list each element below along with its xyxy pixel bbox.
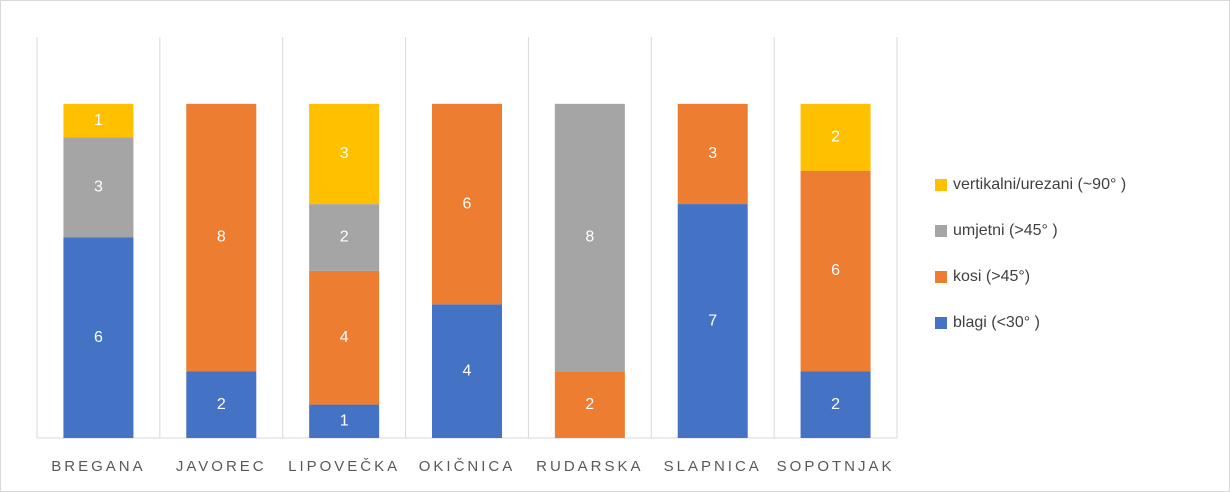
bar-segment	[63, 237, 134, 438]
bar-segment	[800, 371, 871, 438]
x-tick-label: SOPOTNJAK	[777, 458, 895, 475]
legend-swatch	[935, 271, 947, 283]
data-label: 7	[708, 312, 717, 329]
legend-label: blagi (<30° )	[953, 314, 1040, 331]
bar-segment	[309, 404, 380, 438]
bar-segment	[800, 170, 871, 372]
data-label: 4	[340, 329, 349, 346]
legend-label: umjetni (>45° )	[953, 222, 1058, 239]
x-tick-label: SLAPNICA	[664, 458, 762, 475]
x-tick-label: OKIČNICA	[419, 458, 516, 475]
bar-segment	[432, 103, 502, 305]
data-label: 2	[340, 229, 349, 246]
data-label: 8	[217, 229, 226, 246]
bar-segment	[186, 103, 257, 372]
data-label: 3	[94, 179, 103, 196]
bar-segment	[186, 371, 257, 438]
legend-swatch	[935, 317, 947, 329]
legend-swatch	[935, 179, 947, 191]
data-label: 4	[463, 362, 472, 379]
bar-segment	[309, 270, 380, 405]
legend-label: vertikalni/urezani (~90° )	[953, 176, 1126, 193]
data-label: 6	[94, 329, 103, 346]
bar-segment	[63, 137, 134, 238]
data-label: 6	[831, 262, 840, 279]
bar-segment	[800, 103, 871, 171]
bar-segment	[677, 103, 748, 205]
data-label: 2	[585, 396, 594, 413]
bar-segment	[432, 304, 502, 438]
data-label: 1	[94, 112, 103, 129]
bar-segment	[309, 204, 380, 271]
data-label: 3	[708, 145, 717, 162]
data-label: 2	[217, 396, 226, 413]
legend-label: kosi (>45°)	[953, 268, 1030, 285]
data-label: 1	[340, 413, 349, 430]
data-label: 2	[831, 396, 840, 413]
x-tick-label: LIPOVEČKA	[288, 458, 400, 475]
bar-segment	[309, 103, 380, 205]
x-tick-label: BREGANA	[51, 458, 145, 475]
data-label: 3	[340, 145, 349, 162]
bar-segment	[63, 103, 134, 138]
bar-segment	[554, 371, 625, 438]
data-label: 8	[585, 229, 594, 246]
data-label: 2	[831, 128, 840, 145]
bar-segment	[554, 103, 625, 372]
data-label: 6	[463, 195, 472, 212]
bar-segment	[677, 204, 748, 438]
legend-swatch	[935, 225, 947, 237]
x-tick-label: JAVOREC	[176, 458, 267, 475]
x-tick-label: RUDARSKA	[536, 458, 643, 475]
